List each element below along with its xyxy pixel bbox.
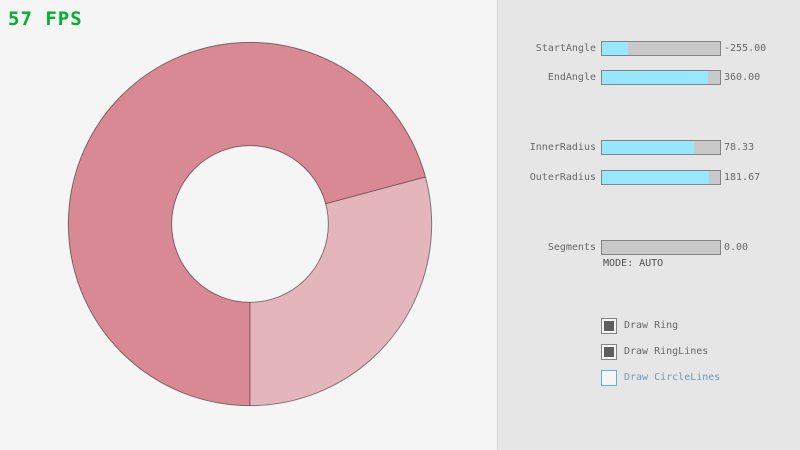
draw-circlelines-label: Draw CircleLines xyxy=(624,372,721,383)
segments-value: 0.00 xyxy=(724,242,749,253)
draw-circlelines-check-mark xyxy=(604,373,614,383)
startangle-slider-fill xyxy=(602,42,628,55)
endangle-slider-fill xyxy=(602,71,709,84)
outerradius-label: OuterRadius xyxy=(529,172,596,183)
innerradius-value: 78.33 xyxy=(724,142,755,153)
outerradius-value: 181.67 xyxy=(724,172,761,183)
outerradius-slider-fill xyxy=(602,171,710,184)
controls-panel: StartAngle -255.00 EndAngle 360.00 Inner… xyxy=(497,0,800,450)
draw-ringlines-checkbox[interactable] xyxy=(601,344,617,360)
startangle-slider[interactable] xyxy=(601,41,721,56)
startangle-label: StartAngle xyxy=(535,43,596,54)
segments-mode-label: MODE: AUTO xyxy=(603,258,664,269)
startangle-value: -255.00 xyxy=(724,43,767,54)
draw-ring-checkbox[interactable] xyxy=(601,318,617,334)
innerradius-slider-fill xyxy=(602,141,695,154)
draw-circlelines-checkbox[interactable] xyxy=(601,370,617,386)
draw-ringlines-check-mark xyxy=(604,347,614,357)
fps-counter: 57 FPS xyxy=(8,8,83,30)
ring-outer-circle-line xyxy=(67,41,433,407)
endangle-value: 360.00 xyxy=(724,72,761,83)
innerradius-label: InnerRadius xyxy=(529,142,596,153)
segments-label: Segments xyxy=(547,242,596,253)
draw-ringlines-label: Draw RingLines xyxy=(624,346,709,357)
endangle-slider[interactable] xyxy=(601,70,721,85)
draw-ring-check-mark xyxy=(604,321,614,331)
segments-slider[interactable] xyxy=(601,240,721,255)
ring-dark-sector xyxy=(68,42,426,406)
draw-ring-label: Draw Ring xyxy=(624,320,679,331)
ring-inner-circle-line xyxy=(171,145,329,303)
ring-radial-line-upper-right xyxy=(325,176,426,205)
outerradius-slider[interactable] xyxy=(601,170,721,185)
ring-outline-lines xyxy=(67,41,433,407)
innerradius-slider[interactable] xyxy=(601,140,721,155)
endangle-label: EndAngle xyxy=(547,72,596,83)
